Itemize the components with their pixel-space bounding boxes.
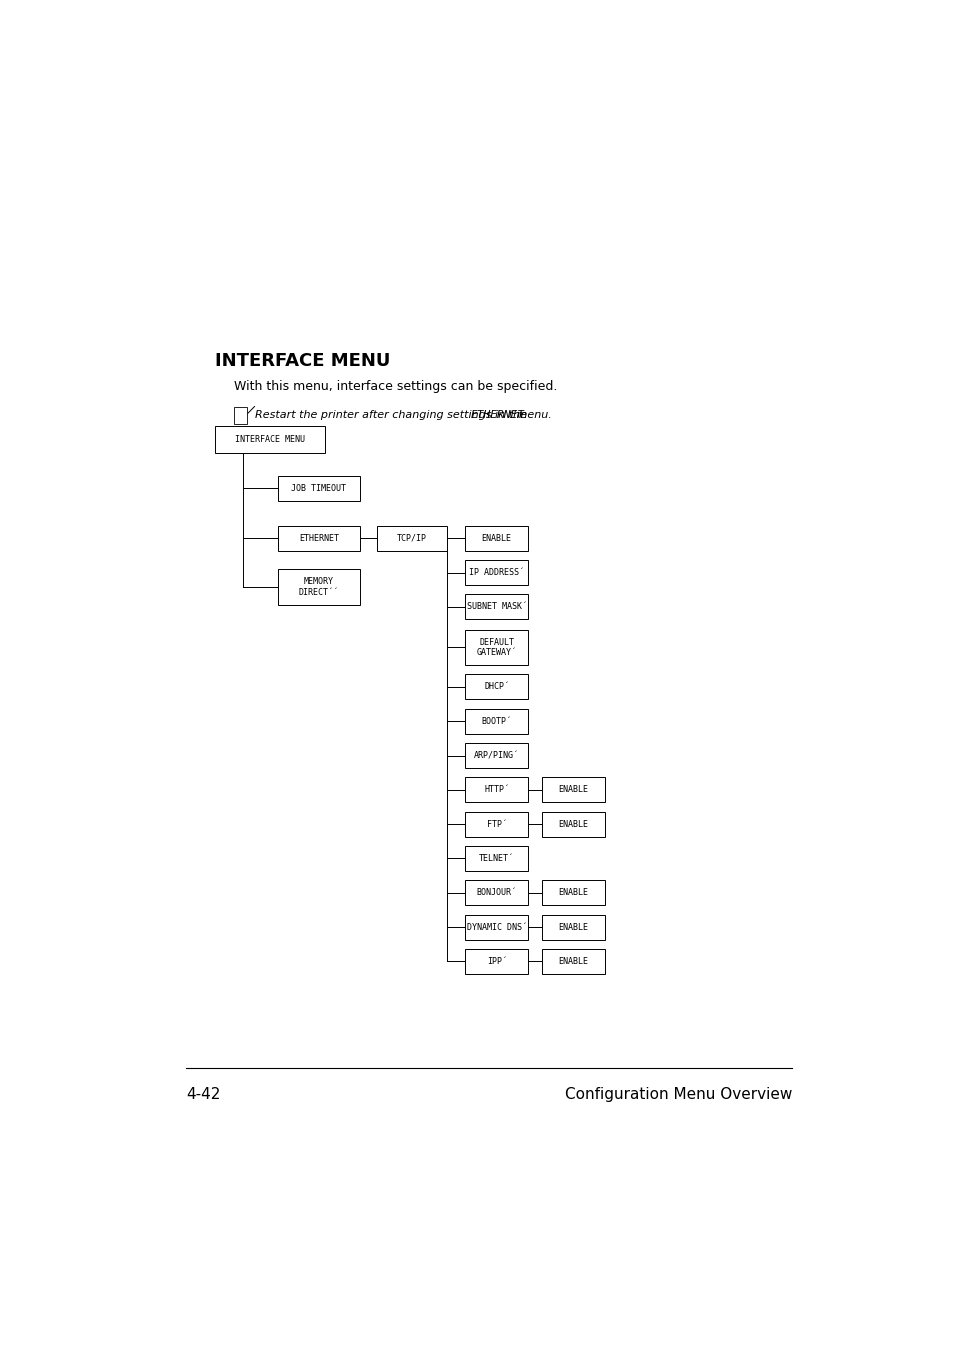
Text: BOOTP´: BOOTP´ bbox=[481, 717, 511, 726]
FancyBboxPatch shape bbox=[278, 477, 359, 501]
FancyBboxPatch shape bbox=[465, 880, 528, 906]
Text: menu.: menu. bbox=[513, 409, 552, 420]
Text: INTERFACE MENU: INTERFACE MENU bbox=[234, 435, 305, 444]
Text: JOB TIMEOUT: JOB TIMEOUT bbox=[291, 483, 346, 493]
Text: ETHERNET: ETHERNET bbox=[470, 409, 524, 420]
Text: FTP´: FTP´ bbox=[486, 819, 506, 829]
Text: HTTP´: HTTP´ bbox=[484, 786, 509, 794]
FancyBboxPatch shape bbox=[541, 880, 604, 906]
FancyBboxPatch shape bbox=[465, 949, 528, 973]
FancyBboxPatch shape bbox=[541, 811, 604, 837]
Text: ENABLE: ENABLE bbox=[558, 819, 588, 829]
FancyBboxPatch shape bbox=[465, 675, 528, 699]
FancyBboxPatch shape bbox=[465, 525, 528, 551]
Text: ETHERNET: ETHERNET bbox=[298, 533, 338, 543]
Text: DYNAMIC DNS´: DYNAMIC DNS´ bbox=[466, 922, 526, 931]
FancyBboxPatch shape bbox=[376, 525, 446, 551]
Text: SUBNET MASK´: SUBNET MASK´ bbox=[466, 602, 526, 612]
FancyBboxPatch shape bbox=[233, 408, 247, 424]
Text: 4-42: 4-42 bbox=[186, 1087, 220, 1102]
Text: ENABLE: ENABLE bbox=[558, 888, 588, 898]
FancyBboxPatch shape bbox=[465, 560, 528, 585]
Text: IP ADDRESS´: IP ADDRESS´ bbox=[469, 568, 523, 576]
Text: TELNET´: TELNET´ bbox=[478, 855, 514, 863]
FancyBboxPatch shape bbox=[465, 743, 528, 768]
FancyBboxPatch shape bbox=[465, 594, 528, 620]
Text: ENABLE: ENABLE bbox=[558, 922, 588, 931]
FancyBboxPatch shape bbox=[465, 778, 528, 802]
Text: DHCP´: DHCP´ bbox=[484, 683, 509, 691]
FancyBboxPatch shape bbox=[465, 846, 528, 871]
FancyBboxPatch shape bbox=[541, 949, 604, 973]
Text: Configuration Menu Overview: Configuration Menu Overview bbox=[564, 1087, 791, 1102]
FancyBboxPatch shape bbox=[465, 914, 528, 940]
Text: ENABLE: ENABLE bbox=[558, 786, 588, 794]
Text: BONJOUR´: BONJOUR´ bbox=[476, 888, 517, 898]
FancyBboxPatch shape bbox=[465, 629, 528, 666]
Text: INTERFACE MENU: INTERFACE MENU bbox=[215, 352, 391, 370]
FancyBboxPatch shape bbox=[215, 427, 324, 454]
Text: ENABLE: ENABLE bbox=[481, 533, 511, 543]
Text: ARP/PING´: ARP/PING´ bbox=[474, 751, 518, 760]
Text: MEMORY
DIRECT´´: MEMORY DIRECT´´ bbox=[298, 578, 338, 597]
FancyBboxPatch shape bbox=[278, 525, 359, 551]
FancyBboxPatch shape bbox=[465, 709, 528, 734]
Text: Restart the printer after changing settings in the: Restart the printer after changing setti… bbox=[254, 409, 529, 420]
FancyBboxPatch shape bbox=[541, 914, 604, 940]
Text: DEFAULT
GATEWAY´: DEFAULT GATEWAY´ bbox=[476, 637, 517, 657]
Text: TCP/IP: TCP/IP bbox=[396, 533, 426, 543]
FancyBboxPatch shape bbox=[278, 570, 359, 605]
Text: With this menu, interface settings can be specified.: With this menu, interface settings can b… bbox=[233, 379, 557, 393]
FancyBboxPatch shape bbox=[465, 811, 528, 837]
FancyBboxPatch shape bbox=[541, 778, 604, 802]
Text: IPP´: IPP´ bbox=[486, 957, 506, 965]
Text: ENABLE: ENABLE bbox=[558, 957, 588, 965]
